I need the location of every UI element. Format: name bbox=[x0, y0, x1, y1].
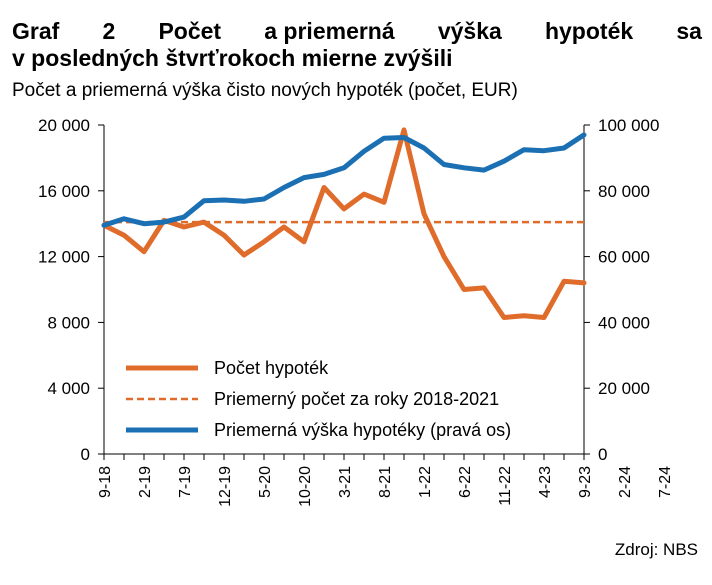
title-word: hypoték bbox=[544, 18, 634, 44]
title-word: Počet bbox=[158, 18, 222, 44]
series-line-2 bbox=[101, 132, 587, 228]
title-word: Graf bbox=[12, 18, 60, 44]
x-tick-label: 5-20 bbox=[257, 466, 274, 498]
x-tick-label: 2-24 bbox=[617, 466, 634, 498]
axes: 0 0 4 000 20 000 8 000 40 000 12 000 60 000 16 0… bbox=[38, 116, 674, 507]
right-tick-label: 0 bbox=[598, 445, 607, 464]
chart-subtitle: Počet a priemerná výška čisto nových hyp… bbox=[12, 80, 518, 101]
right-tick-label: 40 000 bbox=[598, 313, 650, 332]
chart-title-line2: v posledných štvrťrokoch mierne zvýšili bbox=[12, 45, 453, 71]
chart-title: Graf 2 Počet a priemerná výška hypoték s… bbox=[12, 18, 702, 72]
legend-label: Priemerný počet za roky 2018-2021 bbox=[214, 389, 499, 409]
x-tick-label: 7-19 bbox=[177, 466, 194, 498]
left-tick-label: 4 000 bbox=[47, 379, 90, 398]
right-tick-label: 100 000 bbox=[598, 116, 659, 135]
left-tick-label: 12 000 bbox=[38, 248, 90, 267]
title-word: a priemerná bbox=[264, 18, 395, 44]
series-layer bbox=[101, 127, 587, 320]
x-tick-label: 2-19 bbox=[137, 466, 154, 498]
legend-label: Priemerná výška hypotéky (pravá os) bbox=[214, 420, 511, 440]
x-tick-label: 7-24 bbox=[657, 466, 674, 498]
series-line-0 bbox=[101, 127, 587, 320]
x-tick-label: 11-22 bbox=[497, 466, 514, 506]
legend-label: Počet hypoték bbox=[214, 358, 329, 378]
left-tick-label: 8 000 bbox=[47, 313, 90, 332]
source-note: Zdroj: NBS bbox=[614, 540, 698, 559]
title-word: 2 bbox=[102, 18, 116, 44]
title-word: sa bbox=[676, 18, 702, 44]
x-tick-label: 9-18 bbox=[97, 466, 114, 498]
x-tick-label: 12-19 bbox=[217, 466, 234, 507]
x-tick-label: 4-23 bbox=[537, 466, 554, 498]
x-tick-label: 1-22 bbox=[417, 466, 434, 498]
x-tick-label: 9-23 bbox=[577, 466, 594, 498]
right-tick-label: 60 000 bbox=[598, 248, 650, 267]
x-tick-label: 10-20 bbox=[297, 466, 314, 507]
left-tick-label: 16 000 bbox=[38, 182, 90, 201]
legend: Počet hypoték Priemerný počet za roky 201… bbox=[126, 358, 511, 440]
left-tick-label: 20 000 bbox=[38, 116, 90, 135]
left-tick-label: 0 bbox=[81, 445, 90, 464]
chart-title-line1: Graf 2 Počet a priemerná výška hypoték s… bbox=[12, 18, 702, 45]
x-tick-label: 8-21 bbox=[377, 466, 394, 498]
right-tick-label: 20 000 bbox=[598, 379, 650, 398]
right-tick-label: 80 000 bbox=[598, 182, 650, 201]
x-tick-label: 6-22 bbox=[457, 466, 474, 498]
x-tick-label: 3-21 bbox=[337, 466, 354, 498]
title-word: výška bbox=[437, 18, 502, 44]
